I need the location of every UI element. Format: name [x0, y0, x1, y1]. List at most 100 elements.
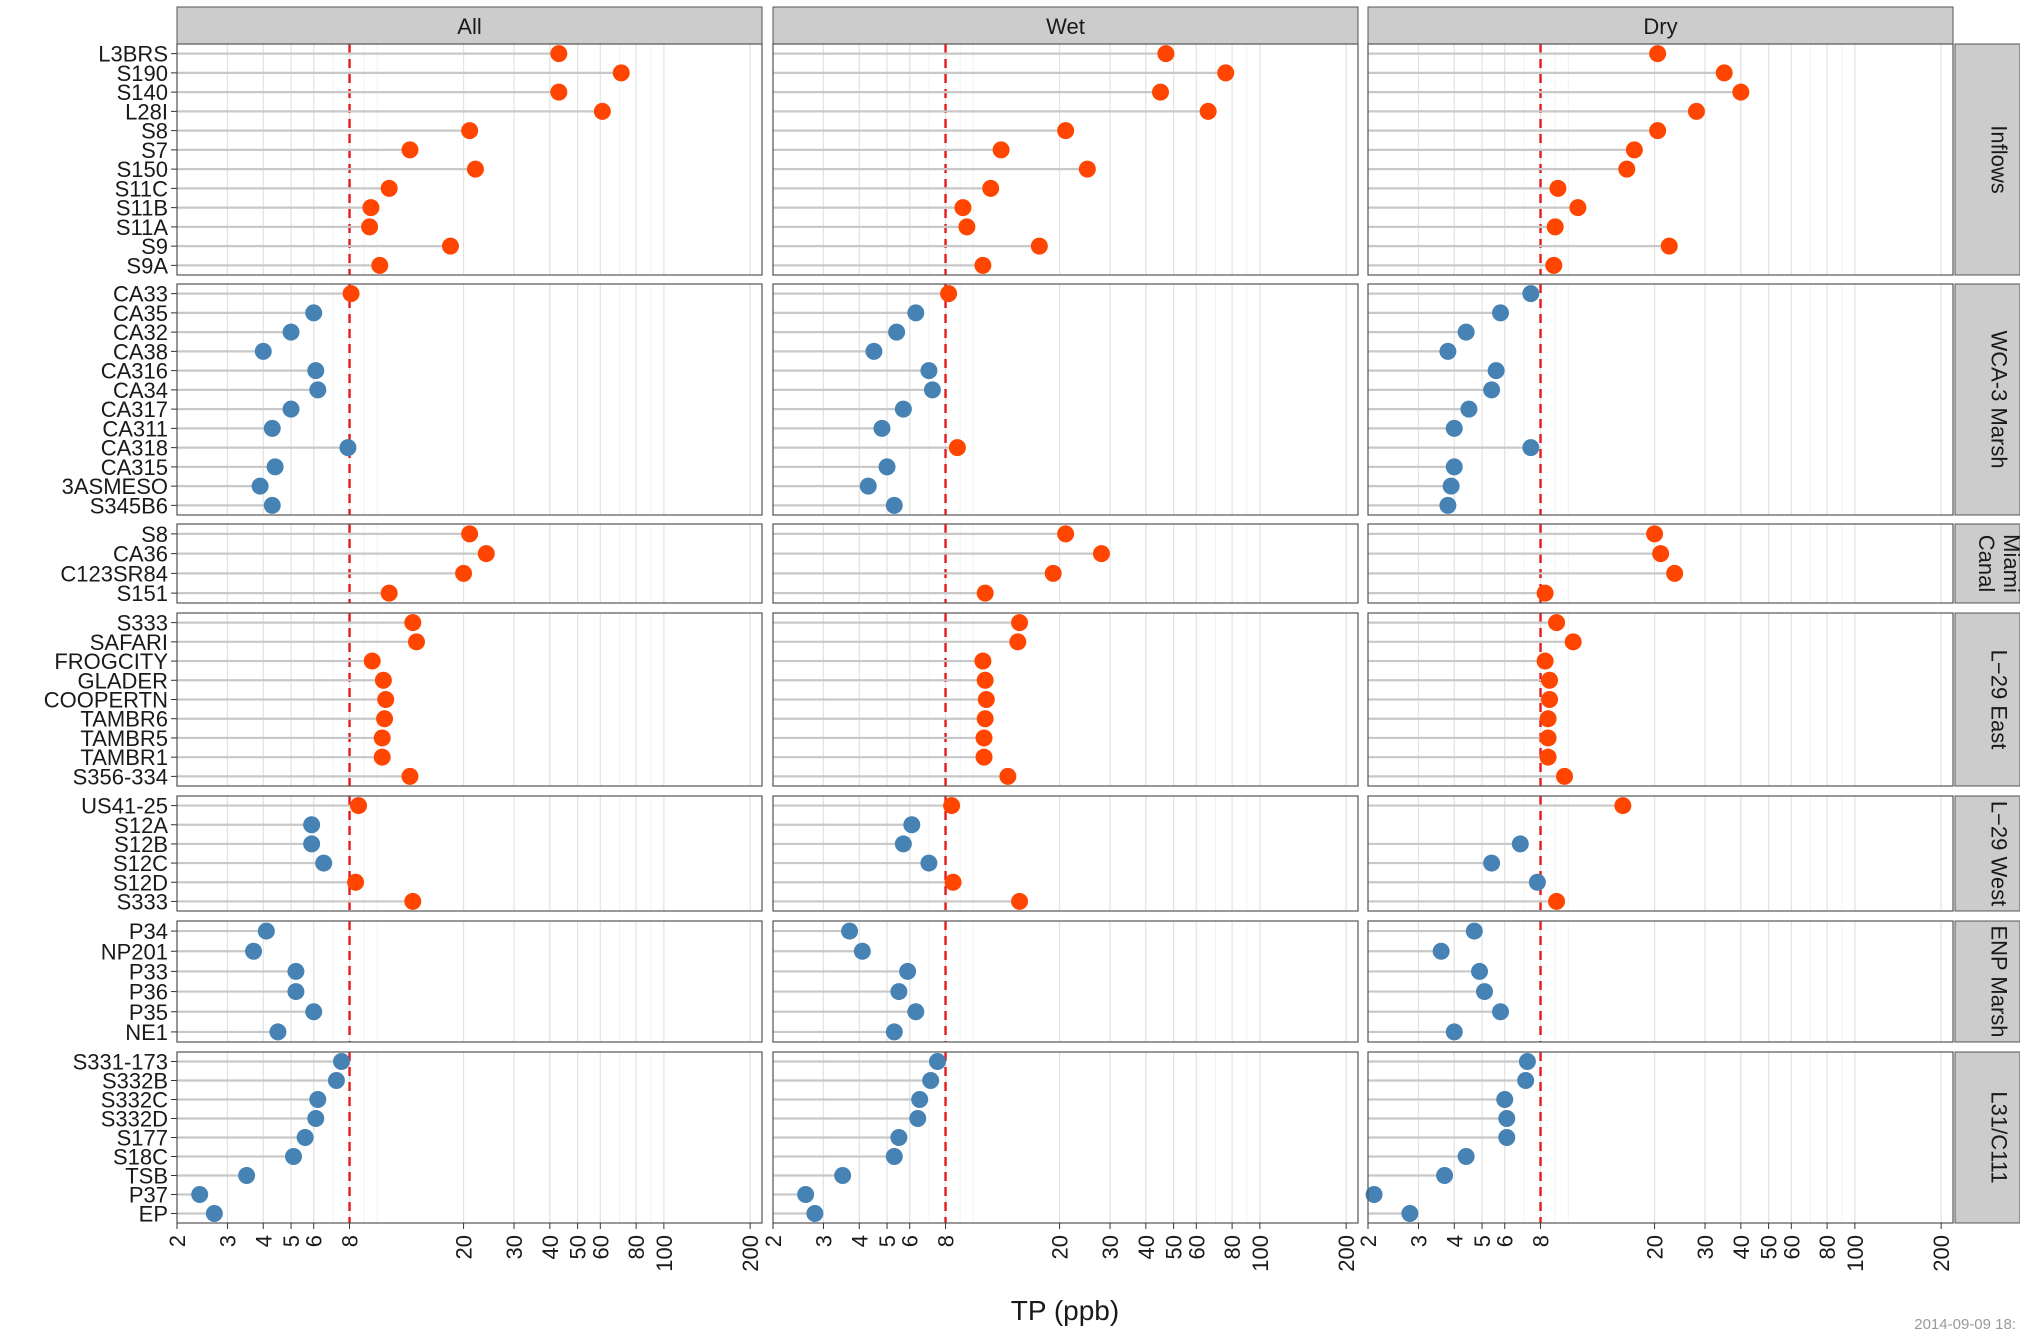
- data-point: [1439, 342, 1457, 360]
- data-point: [982, 179, 1000, 197]
- panel-border: [1367, 523, 1954, 604]
- site-label: S190: [117, 61, 168, 86]
- panel-border: [176, 920, 763, 1043]
- data-point: [1732, 83, 1750, 101]
- x-tick-label: 8: [1529, 1235, 1554, 1247]
- data-point: [1401, 1205, 1419, 1222]
- data-point: [612, 64, 630, 82]
- data-point: [550, 45, 568, 63]
- x-tick-label: 100: [1248, 1235, 1273, 1272]
- site-label: S332B: [102, 1069, 168, 1094]
- data-point: [285, 1148, 303, 1165]
- panel-strip: [1954, 795, 2020, 912]
- site-label: CA34: [113, 378, 168, 403]
- data-point: [923, 381, 941, 399]
- site-label: P34: [129, 919, 168, 944]
- data-point: [1660, 237, 1678, 255]
- x-tick-label: 4: [847, 1235, 872, 1247]
- data-point: [907, 304, 925, 322]
- data-point: [1546, 218, 1564, 236]
- data-point: [466, 160, 484, 178]
- x-tick-label: 50: [1757, 1235, 1782, 1259]
- panel-border: [772, 1051, 1359, 1224]
- column-strip-label: Dry: [1643, 14, 1677, 39]
- data-point: [1476, 983, 1494, 1001]
- data-point: [373, 729, 391, 747]
- data-point: [1492, 1003, 1510, 1021]
- panel-border: [1367, 43, 1954, 276]
- data-point: [1151, 83, 1169, 101]
- data-point: [907, 1003, 925, 1021]
- data-point: [1522, 285, 1540, 303]
- site-label: EP: [139, 1202, 168, 1227]
- panel-border: [772, 612, 1359, 787]
- panel-border: [1367, 1051, 1954, 1224]
- data-point: [303, 835, 321, 853]
- panel-border: [772, 43, 1359, 276]
- x-tick-label: 2: [761, 1235, 786, 1247]
- data-point: [282, 400, 300, 418]
- data-point: [269, 1023, 287, 1041]
- site-label: COOPERTN: [44, 688, 168, 713]
- data-point: [350, 797, 368, 815]
- data-point: [251, 477, 269, 495]
- site-label: P37: [129, 1183, 168, 1208]
- x-tick-label: 6: [1493, 1235, 1518, 1247]
- site-label: S12B: [114, 832, 168, 857]
- data-point: [992, 141, 1010, 159]
- data-point: [282, 323, 300, 341]
- data-point: [550, 83, 568, 101]
- panel-border: [1367, 920, 1954, 1043]
- panel-strip: [1954, 1051, 2020, 1224]
- panel-background: [177, 284, 762, 515]
- x-tick-label: 6: [898, 1235, 923, 1247]
- x-tick-label: 50: [566, 1235, 591, 1259]
- x-tick-label: 30: [1693, 1235, 1718, 1259]
- x-tick-label: 80: [624, 1235, 649, 1259]
- data-point: [1483, 854, 1501, 872]
- data-point: [977, 691, 995, 708]
- site-label: S332C: [101, 1088, 168, 1113]
- data-point: [339, 439, 357, 457]
- data-point: [1548, 614, 1566, 632]
- x-tick-label: 8: [934, 1235, 959, 1247]
- x-tick-label: 20: [1048, 1235, 1073, 1259]
- data-point: [920, 854, 938, 872]
- data-point: [1715, 64, 1733, 82]
- panel-background: [1368, 921, 1953, 1042]
- data-point: [1442, 477, 1460, 495]
- panel-strip: [1954, 43, 2020, 276]
- data-point: [363, 652, 381, 670]
- data-point: [1436, 1167, 1454, 1184]
- x-tick-label: 200: [1334, 1235, 1359, 1272]
- data-point: [307, 362, 325, 380]
- data-point: [873, 419, 891, 437]
- data-point: [1078, 160, 1096, 178]
- data-point: [885, 1023, 903, 1041]
- data-point: [257, 922, 275, 940]
- data-point: [954, 199, 972, 217]
- site-label: CA318: [101, 436, 168, 461]
- data-point: [1518, 1053, 1536, 1070]
- data-point: [376, 710, 394, 728]
- panel-background: [773, 796, 1358, 911]
- panel-strip: [1954, 283, 2020, 516]
- site-label: S333: [117, 889, 168, 914]
- data-point: [1646, 525, 1664, 543]
- x-tick-label: 3: [1406, 1235, 1431, 1247]
- data-point: [347, 873, 365, 891]
- data-point: [974, 256, 992, 274]
- data-point: [593, 102, 611, 120]
- data-point: [888, 323, 906, 341]
- data-point: [920, 362, 938, 380]
- data-point: [1517, 1072, 1535, 1089]
- data-point: [263, 419, 281, 437]
- data-point: [975, 729, 993, 747]
- data-point: [1649, 122, 1667, 140]
- data-point: [1652, 545, 1670, 563]
- panel-border: [176, 43, 763, 276]
- panel-background: [773, 44, 1358, 275]
- data-point: [1541, 671, 1559, 689]
- site-label: TAMBR5: [80, 726, 168, 751]
- data-point: [1439, 496, 1457, 514]
